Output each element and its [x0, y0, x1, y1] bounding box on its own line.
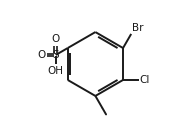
Text: S: S — [53, 50, 59, 60]
Text: O: O — [37, 50, 46, 60]
Text: O: O — [52, 34, 60, 44]
Text: Cl: Cl — [140, 75, 150, 85]
Text: OH: OH — [48, 66, 64, 76]
Text: Br: Br — [132, 23, 143, 33]
